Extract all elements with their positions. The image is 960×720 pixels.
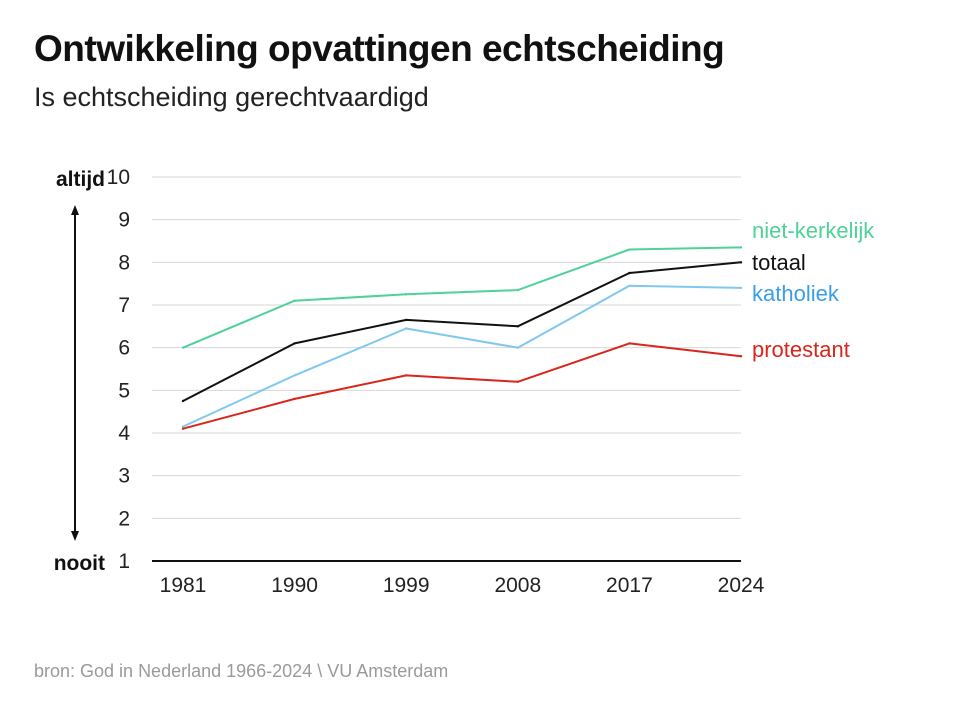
data-point-katholiek [405, 327, 408, 330]
x-tick-label: 2024 [718, 574, 765, 597]
series-label-katholiek: katholiek [752, 281, 840, 306]
y-tick-label: 10 [107, 166, 130, 189]
data-point-protestant [516, 380, 519, 383]
data-point-totaal [739, 261, 743, 264]
x-tick-label: 1990 [271, 574, 318, 597]
chart-subtitle: Is echtscheiding gerechtvaardigd [34, 82, 429, 112]
y-tick-labels: 1 2 3 4 5 6 7 8 9 10 [107, 166, 131, 573]
series-label-totaal: totaal [752, 250, 806, 275]
data-point-totaal [293, 342, 296, 345]
axis-bottom-label: nooit [54, 552, 105, 575]
x-tick-label: 2008 [494, 574, 541, 597]
data-point-katholiek [516, 346, 519, 349]
x-tick-label: 1981 [160, 574, 207, 597]
data-point-niet-kerkelijk [181, 346, 185, 349]
chart-title: Ontwikkeling opvattingen echtscheiding [34, 28, 725, 69]
series-lines [181, 246, 743, 430]
series-labels: niet-kerkelijk totaal katholiek protestant [752, 218, 875, 362]
data-point-niet-kerkelijk [628, 248, 631, 251]
data-point-totaal [628, 271, 631, 275]
series-line-niet-kerkelijk [182, 246, 742, 349]
data-point-niet-kerkelijk [293, 299, 296, 302]
data-point-protestant [739, 355, 743, 358]
series-label-niet-kerkelijk: niet-kerkelijk [752, 218, 875, 243]
data-point-katholiek [293, 374, 296, 377]
data-point-protestant [293, 397, 296, 401]
data-point-niet-kerkelijk [405, 293, 408, 296]
x-tick-labels: 1981 1990 1999 2008 2017 2024 [160, 574, 765, 597]
series-line-totaal [182, 261, 742, 402]
series-label-protestant: protestant [752, 337, 850, 362]
data-point-niet-kerkelijk [516, 288, 519, 292]
axis-top-label: altijd [56, 168, 105, 191]
y-tick-label: 2 [118, 507, 130, 530]
x-tick-label: 1999 [383, 574, 430, 597]
y-tick-label: 6 [118, 337, 130, 360]
data-point-katholiek [181, 425, 185, 428]
grid-lines [152, 176, 741, 562]
y-tick-label: 7 [118, 294, 130, 317]
y-tick-label: 4 [118, 422, 130, 445]
data-point-protestant [628, 342, 631, 345]
series-line-katholiek [182, 284, 742, 428]
series-line-protestant [182, 342, 742, 430]
data-point-niet-kerkelijk [739, 246, 743, 249]
y-tick-label: 8 [118, 251, 130, 274]
data-point-katholiek [628, 284, 631, 287]
source-note: bron: God in Nederland 1966-2024 \ VU Am… [34, 661, 449, 681]
data-point-totaal [405, 318, 408, 322]
x-tick-label: 2017 [606, 574, 653, 597]
data-point-protestant [181, 427, 185, 430]
data-point-totaal [181, 399, 185, 403]
y-tick-label: 1 [118, 550, 130, 573]
data-point-totaal [516, 325, 519, 328]
data-point-katholiek [739, 286, 743, 290]
y-tick-label: 5 [118, 379, 130, 402]
y-tick-label: 3 [118, 465, 130, 488]
y-tick-label: 9 [118, 209, 130, 232]
data-point-protestant [405, 374, 408, 377]
scale-arrow [71, 205, 79, 541]
